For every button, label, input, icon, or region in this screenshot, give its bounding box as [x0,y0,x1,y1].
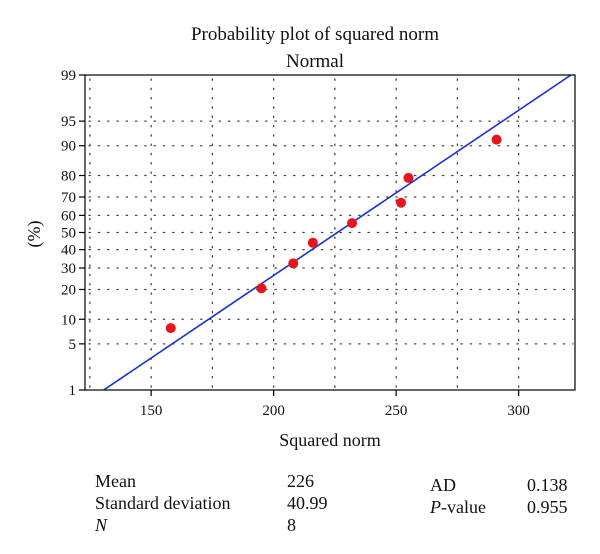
y-tick-label: 30 [61,261,76,277]
data-point [491,134,502,145]
y-tick-label: 40 [61,243,76,259]
y-tick-label: 99 [61,68,76,84]
ad-value: 0.138 [527,475,568,495]
y-tick-label: 90 [61,139,76,155]
p-value: 0.955 [527,497,568,517]
x-tick-label: 300 [507,403,530,419]
p-label-italic: P [430,497,441,517]
sd-label: Standard deviation [95,493,231,513]
p-label-rest: -value [441,497,486,517]
data-point [307,237,318,248]
y-tick-label: 1 [69,383,77,399]
x-tick-label: 150 [140,403,163,419]
n-value: 8 [287,515,296,535]
n-label: N [95,515,108,535]
data-point [256,283,267,294]
data-point [165,323,176,334]
y-tick-label: 50 [61,226,76,242]
data-point [347,218,358,229]
y-tick-label: 10 [61,312,76,328]
p-value-label: P-value [430,497,486,517]
data-point [403,172,414,183]
data-point [396,197,407,208]
y-tick-label: 95 [61,114,76,130]
chart-subtitle: Normal [286,51,344,72]
y-tick-label: 60 [61,208,76,224]
y-tick-label: 20 [61,282,76,298]
x-tick-label: 250 [385,403,408,419]
sd-value: 40.99 [287,493,328,513]
mean-label: Mean [95,471,136,491]
y-tick-label: 70 [61,190,76,206]
x-tick-label: 200 [262,403,285,419]
data-point [288,258,299,269]
y-axis-label: (%) [24,221,45,248]
x-axis-label: Squared norm [279,430,380,450]
fit-line [103,75,572,390]
chart-title: Probability plot of squared norm [191,24,439,45]
mean-value: 226 [287,471,314,491]
y-tick-label: 80 [61,169,76,185]
y-tick-label: 5 [69,337,77,353]
probability-plot: Probability plot of squared normNormal15… [24,24,576,450]
ad-label: AD [430,475,456,495]
